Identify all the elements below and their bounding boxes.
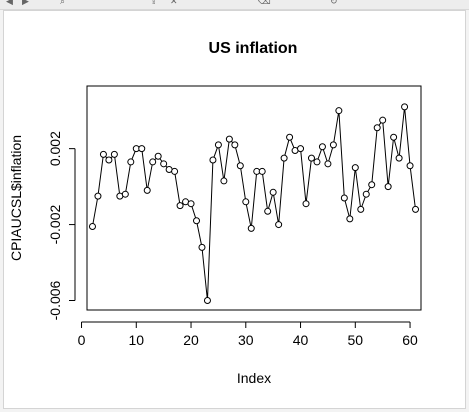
data-point xyxy=(198,243,206,251)
data-point xyxy=(193,217,201,225)
x-tick-label: 20 xyxy=(183,332,199,348)
data-point xyxy=(346,215,354,223)
data-point xyxy=(335,107,343,115)
data-point xyxy=(269,188,277,196)
plot-window: US inflation 0 10 20 30 40 50 60 -0.006 -0.002 0… xyxy=(3,10,466,409)
data-point xyxy=(286,133,294,141)
data-point xyxy=(379,116,387,124)
series-line xyxy=(91,106,417,301)
y-tick-label: -0.006 xyxy=(47,280,63,320)
chart-title: US inflation xyxy=(209,40,298,57)
data-point xyxy=(94,192,102,200)
plot-frame xyxy=(86,85,422,311)
x-tick-label: 60 xyxy=(402,332,418,348)
clear-icon[interactable]: ✕ xyxy=(170,0,178,6)
data-point xyxy=(187,200,195,208)
broom-icon[interactable]: ⌫ xyxy=(258,0,271,6)
data-point xyxy=(329,141,337,149)
data-point xyxy=(236,162,244,170)
data-point xyxy=(105,156,113,164)
data-point xyxy=(318,143,326,151)
data-point xyxy=(373,124,381,132)
y-axis: -0.006 -0.002 0.002 xyxy=(47,131,76,320)
arrow-right-icon[interactable]: ▶ xyxy=(22,0,29,6)
x-tick-label: 10 xyxy=(128,332,144,348)
data-point xyxy=(357,205,365,213)
data-point xyxy=(242,198,250,206)
data-point xyxy=(297,145,305,153)
data-point xyxy=(412,205,420,213)
arrow-left-icon[interactable]: ◀ xyxy=(6,0,13,6)
data-point xyxy=(307,154,315,162)
data-point xyxy=(203,297,211,305)
toolbar-strip: ◀ ▶ ⌕ ⇪ ✕ ⌫ ↻ xyxy=(0,0,469,10)
data-point xyxy=(154,152,162,160)
data-point xyxy=(160,160,168,168)
data-point xyxy=(275,221,283,229)
data-point xyxy=(225,135,233,143)
data-point xyxy=(264,207,272,215)
data-point xyxy=(313,158,321,166)
data-point xyxy=(138,145,146,153)
x-tick-label: 40 xyxy=(293,332,309,348)
data-point xyxy=(110,150,118,158)
data-point xyxy=(214,141,222,149)
y-tick-label: 0.002 xyxy=(47,131,63,166)
data-point xyxy=(362,190,370,198)
data-point xyxy=(401,103,409,111)
data-point xyxy=(143,186,151,194)
line-chart: US inflation 0 10 20 30 40 50 60 -0.006 -0.002 0… xyxy=(8,40,422,386)
data-points xyxy=(88,103,420,305)
data-point xyxy=(390,133,398,141)
data-point xyxy=(406,162,414,170)
data-point xyxy=(247,224,255,232)
refresh-icon[interactable]: ↻ xyxy=(330,0,338,6)
data-point xyxy=(324,160,332,168)
x-axis: 0 10 20 30 40 50 60 xyxy=(78,321,418,348)
data-point xyxy=(340,194,348,202)
x-tick-label: 0 xyxy=(78,332,86,348)
y-axis-label: CPIAUCSL$inflation xyxy=(8,135,24,261)
export-icon[interactable]: ⇪ xyxy=(150,0,158,6)
x-axis-label: Index xyxy=(237,370,271,386)
data-point xyxy=(209,156,217,164)
x-tick-label: 30 xyxy=(238,332,254,348)
data-point xyxy=(368,181,376,189)
data-point xyxy=(231,141,239,149)
data-point xyxy=(121,190,129,198)
y-tick-label: -0.002 xyxy=(47,205,63,245)
data-point xyxy=(176,202,184,210)
data-point xyxy=(280,154,288,162)
data-point xyxy=(302,200,310,208)
data-point xyxy=(384,183,392,191)
data-point xyxy=(351,164,359,172)
data-point xyxy=(258,167,266,175)
data-point xyxy=(171,167,179,175)
data-point xyxy=(149,158,157,166)
data-point xyxy=(127,158,135,166)
data-point xyxy=(220,177,228,185)
x-tick-label: 50 xyxy=(348,332,364,348)
data-point xyxy=(395,154,403,162)
data-point xyxy=(99,150,107,158)
zoom-icon[interactable]: ⌕ xyxy=(60,0,66,6)
data-point xyxy=(88,222,96,230)
